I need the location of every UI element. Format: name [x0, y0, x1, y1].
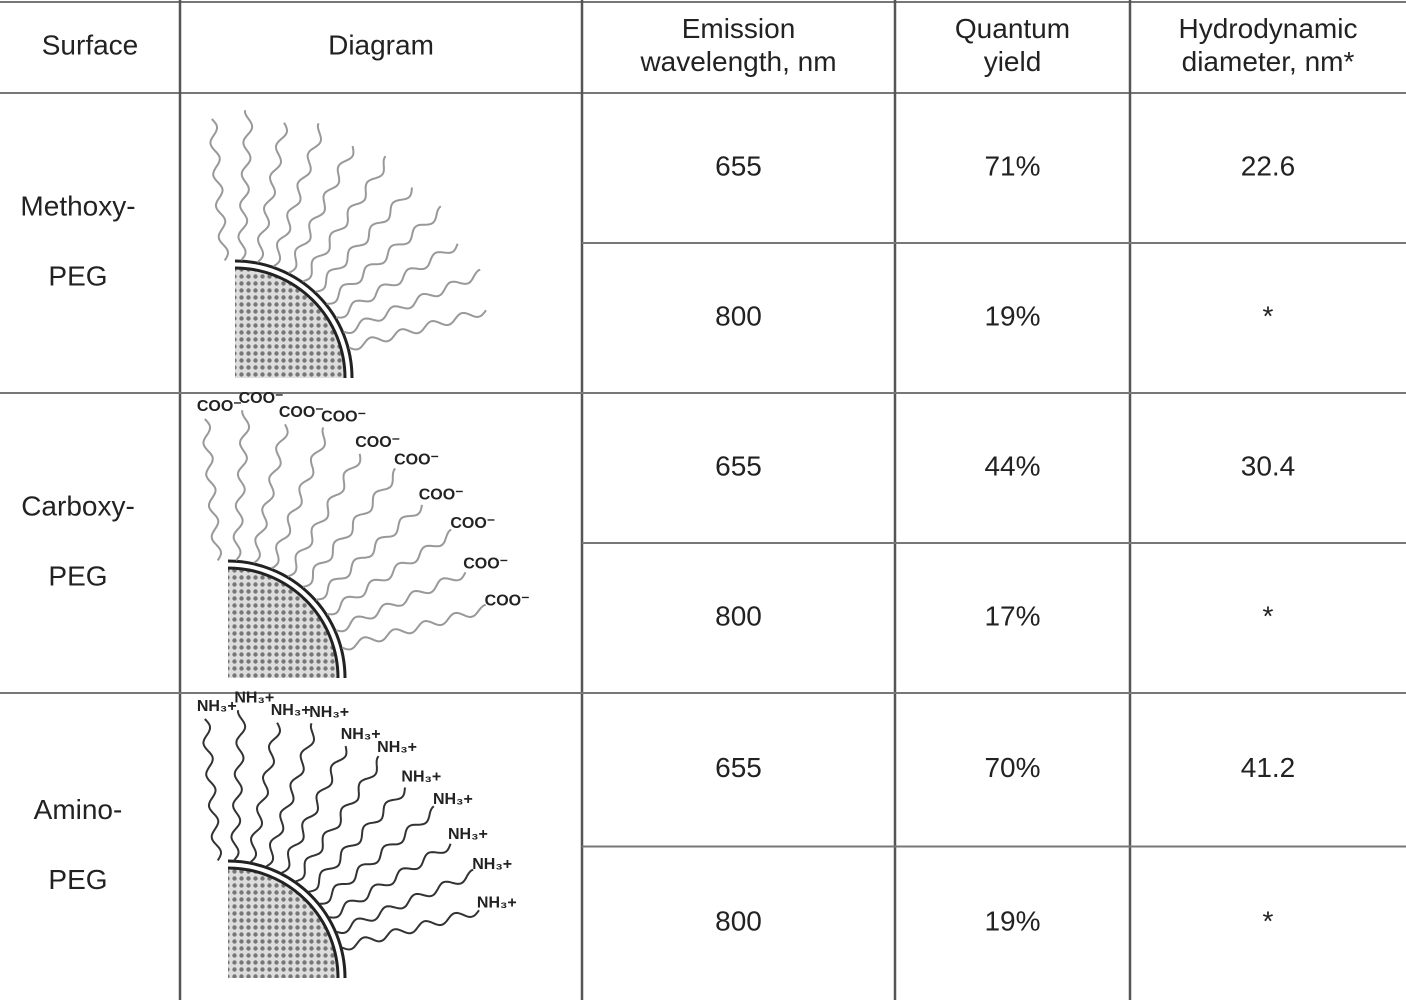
chain: [202, 718, 223, 861]
chain: [202, 418, 223, 561]
end-group: NH₃+: [197, 698, 237, 715]
end-group: COO⁻: [197, 398, 242, 415]
chain: [237, 110, 254, 261]
chain: [249, 722, 282, 863]
header-text: yield: [984, 46, 1042, 77]
core: [235, 268, 345, 378]
cell-text: 655: [715, 450, 762, 481]
chain: [256, 122, 289, 263]
cell-text: 800: [715, 906, 762, 937]
chain: [232, 410, 251, 561]
surface-text: Methoxy-: [20, 190, 135, 221]
diagram: COO⁻COO⁻COO⁻COO⁻COO⁻COO⁻COO⁻COO⁻COO⁻COO⁻: [197, 390, 530, 679]
header-text: Emission: [682, 13, 796, 44]
end-group: NH₃+: [477, 894, 517, 911]
cell-text: 22.6: [1241, 150, 1296, 181]
cell-text: 30.4: [1241, 450, 1296, 481]
cell-text: 41.2: [1241, 752, 1296, 783]
cell-text: *: [1263, 600, 1274, 631]
chain: [336, 868, 474, 934]
shell: [234, 266, 347, 379]
shell: [234, 259, 354, 379]
shell: [227, 859, 347, 979]
shell: [227, 566, 340, 679]
chain: [272, 122, 323, 268]
chain: [253, 423, 289, 564]
diagram: [209, 110, 487, 379]
shell: [227, 866, 340, 979]
chain: [335, 243, 459, 319]
cell-text: 19%: [984, 300, 1040, 331]
cell-text: 19%: [984, 906, 1040, 937]
end-group: NH₃+: [234, 690, 274, 707]
cell-text: 655: [715, 752, 762, 783]
end-group: COO⁻: [239, 390, 284, 407]
chain: [315, 187, 413, 293]
chain: [295, 755, 380, 883]
cell-text: 44%: [984, 450, 1040, 481]
chain: [328, 843, 452, 919]
end-group: NH₃+: [401, 769, 441, 786]
chain: [327, 528, 452, 616]
end-group: COO⁻: [355, 434, 400, 451]
end-group: NH₃+: [341, 726, 381, 743]
chain: [319, 805, 435, 905]
surface-text: Carboxy-: [21, 490, 135, 521]
end-group: NH₃+: [377, 739, 417, 756]
cell-text: 800: [715, 600, 762, 631]
end-group: NH₃+: [433, 791, 473, 808]
chain: [326, 205, 442, 305]
diagram: NH₃+NH₃+NH₃+NH₃+NH₃+NH₃+NH₃+NH₃+NH₃+NH₃+…: [197, 690, 517, 979]
end-group: COO⁻: [394, 452, 439, 469]
shell: [227, 559, 347, 679]
end-group: NH₃+: [271, 702, 311, 719]
cell-text: *: [1263, 300, 1274, 331]
chain: [343, 268, 481, 334]
chain: [302, 155, 387, 283]
header-text: Quantum: [955, 13, 1070, 44]
end-group: COO⁻: [450, 515, 495, 532]
chain: [288, 145, 355, 274]
chain: [209, 118, 230, 261]
cell-text: 70%: [984, 752, 1040, 783]
surface-text: PEG: [48, 260, 107, 291]
chain: [287, 453, 362, 578]
chain: [302, 467, 396, 588]
chain: [341, 603, 487, 651]
chain: [271, 427, 327, 570]
cell-text: 800: [715, 300, 762, 331]
cell-text: 655: [715, 150, 762, 181]
surface-text: Amino-: [34, 794, 123, 825]
chain: [316, 504, 423, 601]
end-group: COO⁻: [485, 592, 530, 609]
chain: [308, 787, 406, 893]
header-text: diameter, nm*: [1182, 46, 1355, 77]
core: [228, 868, 338, 978]
surface-text: PEG: [48, 864, 107, 895]
header-text: Diagram: [328, 29, 434, 60]
core: [228, 568, 338, 678]
surface-text: PEG: [48, 560, 107, 591]
cell-text: *: [1263, 906, 1274, 937]
chain: [335, 571, 467, 633]
end-group: COO⁻: [463, 555, 508, 572]
cell-text: 71%: [984, 150, 1040, 181]
chain: [348, 309, 487, 351]
header-text: Surface: [42, 29, 139, 60]
cell-text: 17%: [984, 600, 1040, 631]
chain: [230, 710, 247, 861]
chain: [281, 745, 348, 874]
header-text: wavelength, nm: [639, 46, 836, 77]
end-group: COO⁻: [321, 409, 366, 426]
end-group: NH₃+: [309, 704, 349, 721]
end-group: NH₃+: [448, 826, 488, 843]
chain: [265, 722, 316, 868]
chain: [341, 909, 480, 951]
end-group: COO⁻: [279, 404, 324, 421]
end-group: NH₃+: [472, 856, 512, 873]
header-text: Hydrodynamic: [1179, 13, 1358, 44]
end-group: COO⁻: [419, 486, 464, 503]
